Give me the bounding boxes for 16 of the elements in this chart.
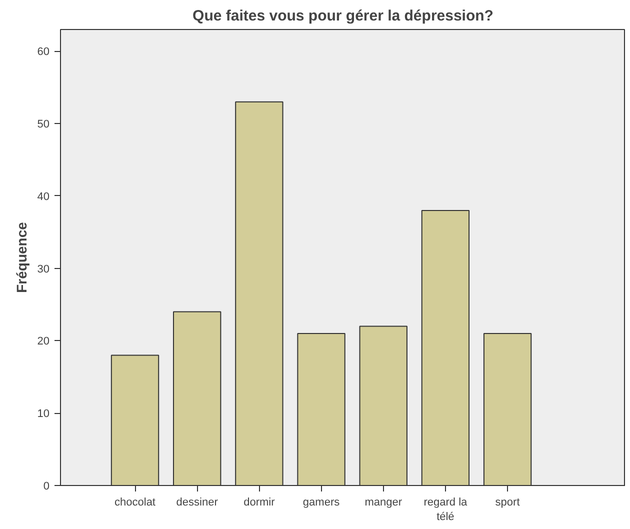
y-tick-label: 10	[37, 408, 50, 420]
y-tick-label: 20	[37, 336, 50, 348]
y-tick-label: 0	[43, 480, 50, 492]
y-axis-title: Fréquence	[13, 222, 30, 293]
x-tick-label: dormir	[244, 496, 276, 508]
x-tick-label: manger	[364, 496, 402, 508]
y-tick-label: 50	[37, 118, 50, 131]
y-tick-label: 40	[37, 190, 50, 203]
x-tick-label: sport	[495, 496, 520, 508]
x-tick-label: chocolat	[114, 496, 156, 508]
y-tick-label: 60	[37, 46, 50, 58]
x-tick-label: regard la télé	[424, 496, 468, 523]
y-tick-label: 30	[37, 263, 50, 276]
chart-title: Que faites vous pour gérer la dépression?	[192, 8, 494, 24]
x-tick-label: dessiner	[176, 496, 218, 508]
x-tick-label: gamers	[302, 496, 340, 508]
